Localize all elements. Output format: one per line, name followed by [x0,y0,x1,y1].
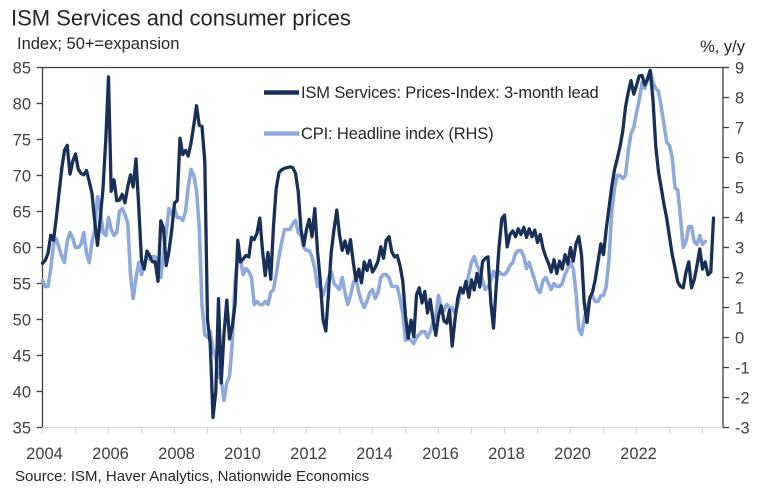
svg-text:2022: 2022 [620,445,657,463]
svg-text:2004: 2004 [26,445,63,463]
svg-text:-2: -2 [735,390,750,408]
svg-text:50: 50 [13,312,31,330]
svg-text:6: 6 [735,150,744,168]
svg-text:CPI: Headline index (RHS): CPI: Headline index (RHS) [301,125,494,143]
svg-text:2016: 2016 [422,445,459,463]
svg-text:2: 2 [735,270,744,288]
svg-text:ISM Services: Prices-Index: 3-: ISM Services: Prices-Index: 3-month lead [301,84,599,102]
svg-text:65: 65 [13,204,31,222]
svg-text:2012: 2012 [290,445,327,463]
svg-text:35: 35 [13,420,31,438]
svg-text:3: 3 [735,240,744,258]
svg-text:Source: ISM, Haver Analytics,: Source: ISM, Haver Analytics, Nationwide… [15,468,369,485]
svg-text:2014: 2014 [356,445,393,463]
svg-text:2006: 2006 [92,445,129,463]
svg-text:45: 45 [13,348,31,366]
svg-text:70: 70 [13,168,31,186]
svg-text:2010: 2010 [224,445,261,463]
svg-text:1: 1 [735,300,744,318]
svg-text:ISM Services and consumer pric: ISM Services and consumer prices [11,6,351,31]
svg-text:8: 8 [735,90,744,108]
svg-text:9: 9 [735,60,744,78]
svg-text:85: 85 [13,60,31,78]
svg-text:2008: 2008 [158,445,195,463]
svg-text:0: 0 [735,330,744,348]
svg-text:-3: -3 [735,420,750,438]
svg-text:5: 5 [735,180,744,198]
svg-text:75: 75 [13,132,31,150]
svg-text:4: 4 [735,210,744,228]
svg-text:-1: -1 [735,360,750,378]
svg-text:%, y/y: %, y/y [700,38,746,56]
svg-text:7: 7 [735,120,744,138]
svg-text:80: 80 [13,96,31,114]
svg-text:40: 40 [13,384,31,402]
svg-text:60: 60 [13,240,31,258]
svg-text:55: 55 [13,276,31,294]
svg-text:2018: 2018 [488,445,525,463]
svg-text:2020: 2020 [554,445,591,463]
svg-text:Index; 50+=expansion: Index; 50+=expansion [17,35,179,53]
